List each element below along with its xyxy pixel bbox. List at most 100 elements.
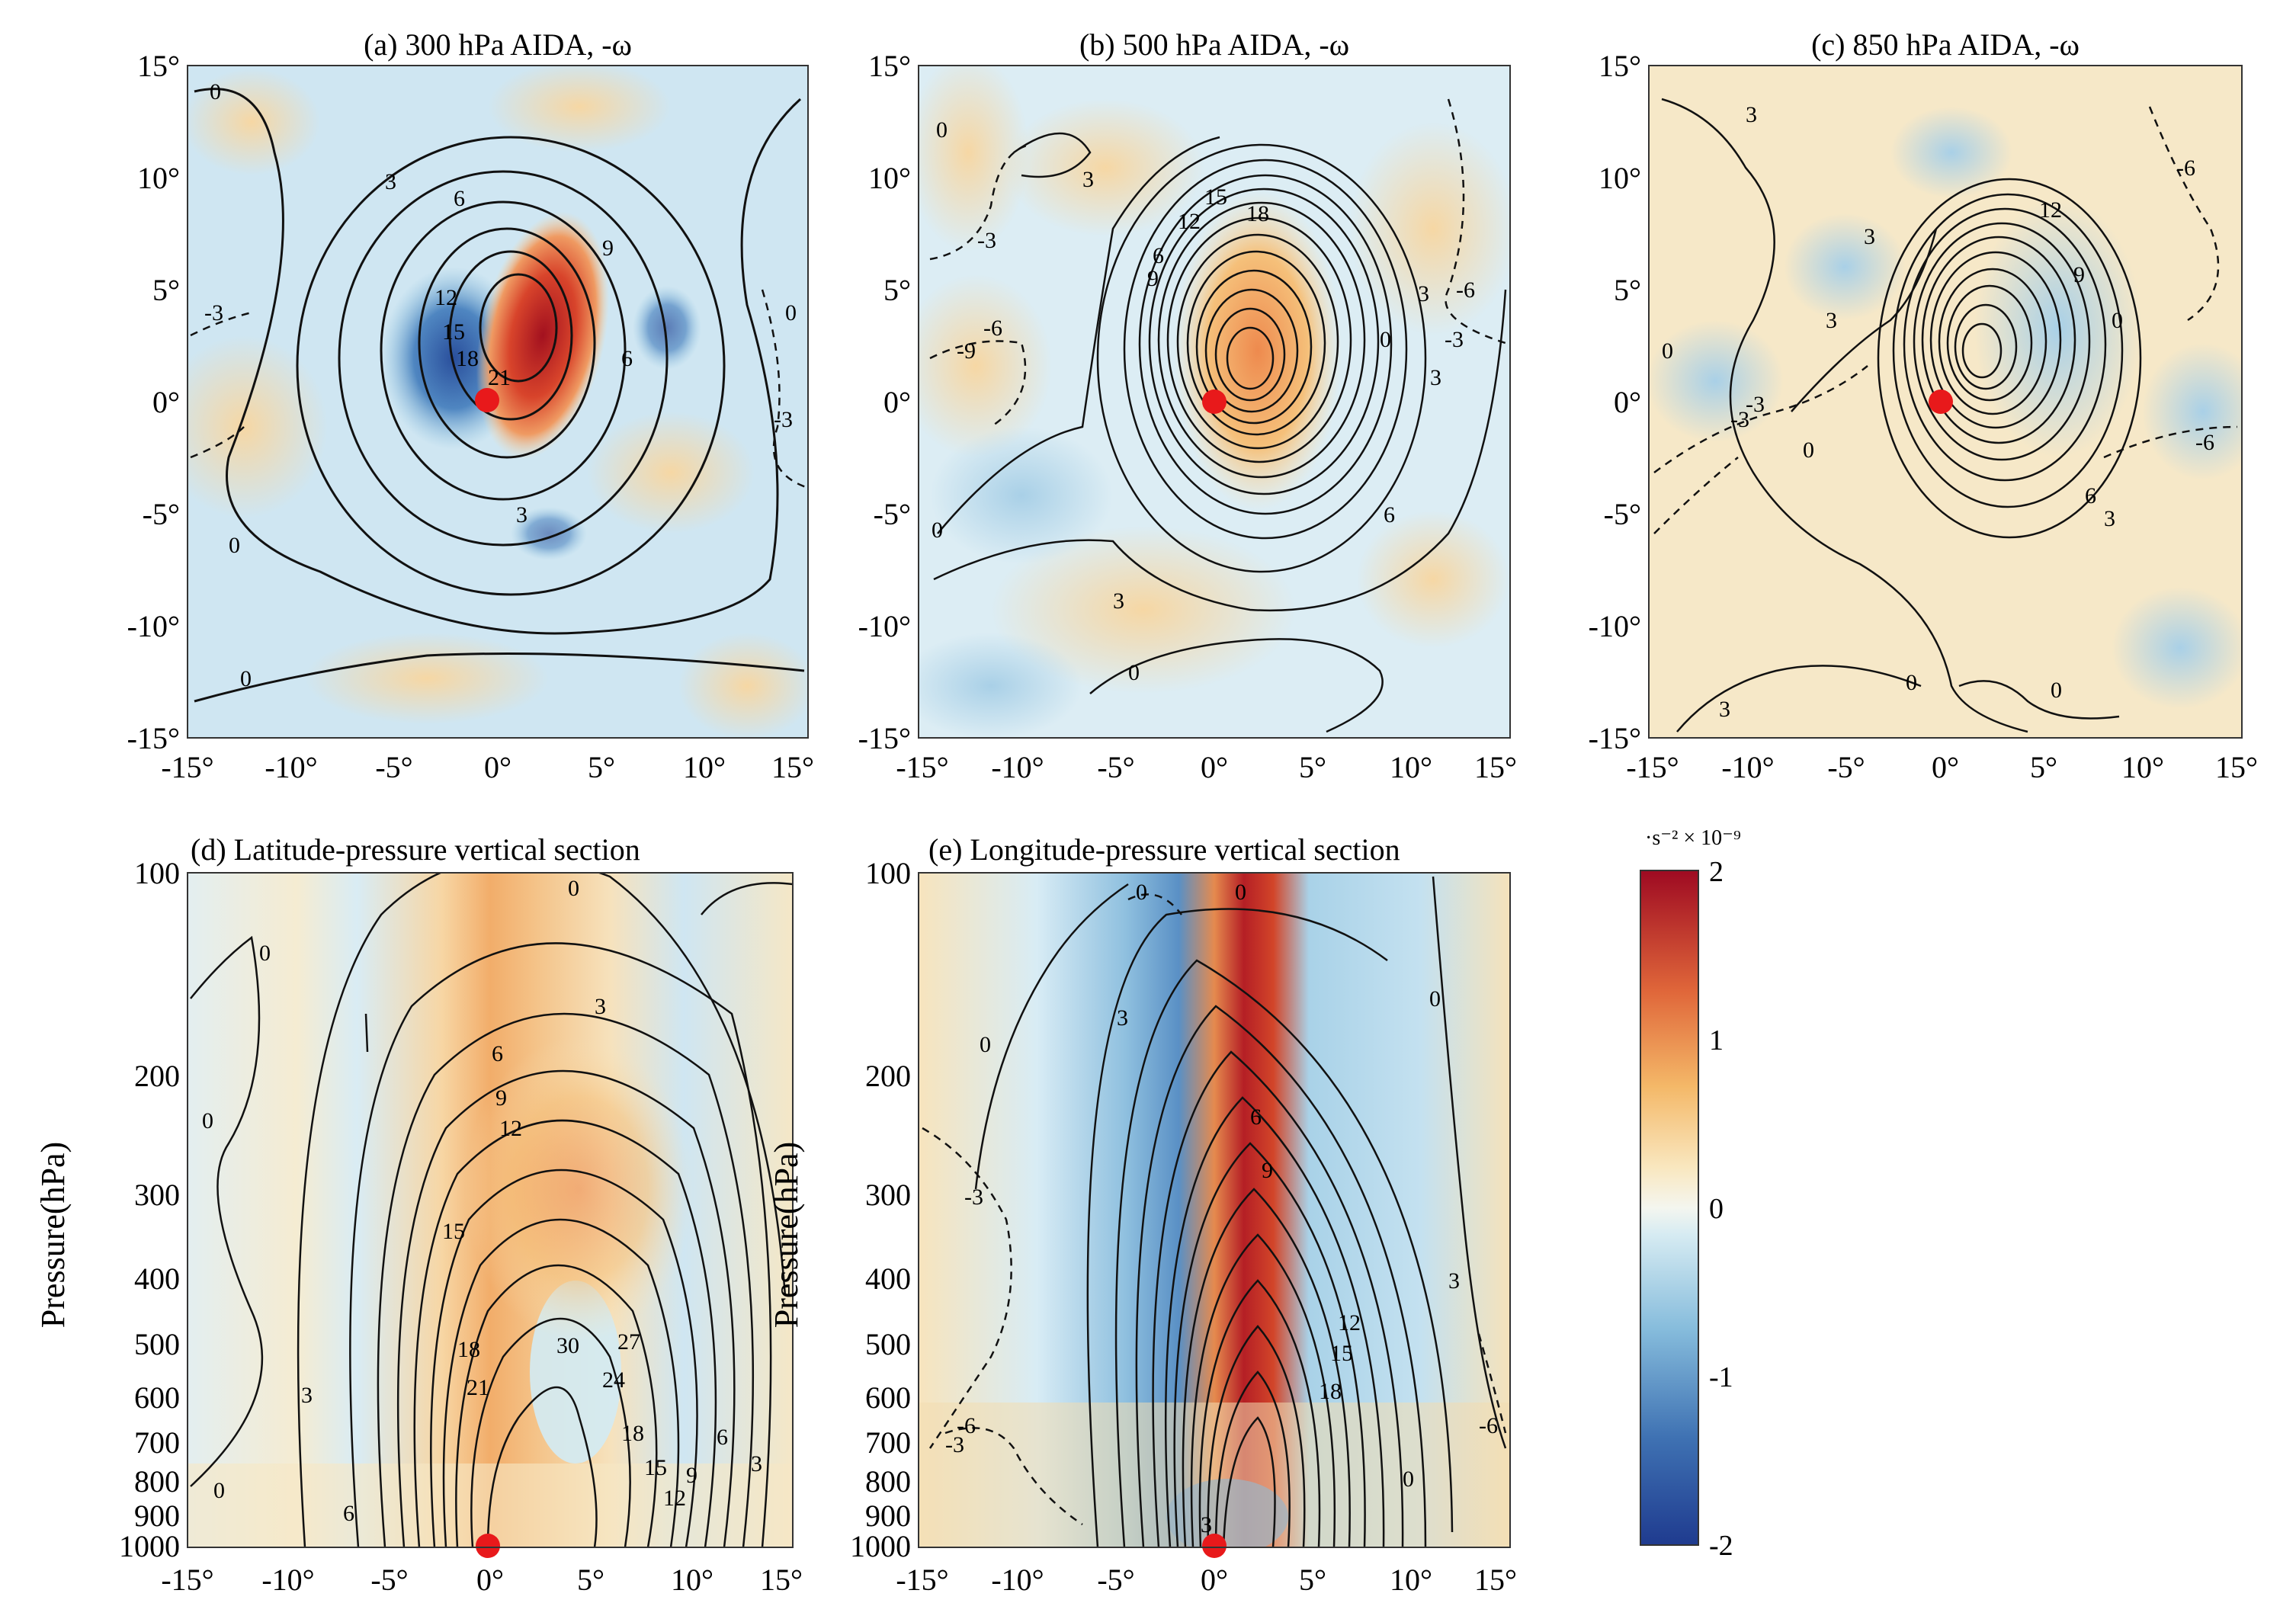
panel-d-contour-label: 9 bbox=[495, 1085, 507, 1111]
panel-d-contour-label: 6 bbox=[343, 1501, 354, 1526]
panel-d-x-tick: -15° bbox=[161, 1563, 213, 1597]
panel-e-contour bbox=[1173, 1142, 1366, 1547]
panel-c-cool-patch bbox=[1890, 107, 2012, 198]
panel-a-warm-patch bbox=[488, 66, 671, 152]
panel-d-x-tick: 10° bbox=[671, 1563, 713, 1597]
panel-c-contour bbox=[1954, 303, 2018, 390]
panel-e-contour-label: 3 bbox=[1117, 1005, 1128, 1031]
panel-b-contour-label: -6 bbox=[983, 316, 1002, 341]
panel-d-contour-label: 18 bbox=[621, 1421, 644, 1446]
panel-d-contour bbox=[364, 1013, 369, 1053]
panel-a-contour-label: 21 bbox=[488, 365, 511, 390]
panel-d-contour bbox=[349, 942, 772, 1547]
panel-b-y-ticks: 15° 10° 5° 0° -5° -10° -15° bbox=[858, 49, 911, 755]
colorbar-unit: ·s⁻² × 10⁻⁹ bbox=[1645, 826, 1741, 850]
panel-d-contour bbox=[377, 1012, 755, 1547]
panel-d-contour-label: 0 bbox=[259, 941, 271, 966]
panel-b-x-tick: 10° bbox=[1390, 750, 1432, 784]
panel-a-contour-label: 6 bbox=[621, 346, 633, 371]
panel-b-contour-label: -3 bbox=[977, 228, 996, 253]
panel-b-contour-label: 0 bbox=[932, 518, 943, 543]
panel-d-contour bbox=[486, 1386, 598, 1547]
panel-e-contour-label: -6 bbox=[1479, 1413, 1498, 1438]
panel-a-center-marker bbox=[475, 388, 499, 412]
panel-d-contour bbox=[297, 873, 787, 1547]
panel-a-contour bbox=[479, 273, 558, 383]
panel-b-contour-label: 0 bbox=[1380, 327, 1391, 352]
panel-b-contour-label: 6 bbox=[1384, 502, 1395, 527]
panel-e-contour bbox=[1182, 1188, 1351, 1547]
panel-e-y-tick: 1000 bbox=[850, 1529, 911, 1563]
panel-b-warm-patch bbox=[1006, 99, 1204, 236]
panel-b-contour bbox=[1204, 288, 1299, 413]
panel-e-surface-core bbox=[1166, 1479, 1288, 1547]
panel-a-y-tick: -5° bbox=[143, 497, 180, 531]
panel-d-y-tick: 200 bbox=[134, 1059, 180, 1093]
panel-a-contour-label: 3 bbox=[516, 502, 528, 527]
panel-d-contour-label: 15 bbox=[442, 1219, 465, 1244]
panel-b-contour-label: 9 bbox=[1147, 266, 1159, 291]
panel-e-y-tick: 400 bbox=[865, 1262, 911, 1296]
panel-b-contour-label: 3 bbox=[1113, 588, 1124, 614]
panel-c-contour bbox=[1653, 457, 1739, 534]
panel-d-x-tick: 15° bbox=[760, 1563, 803, 1597]
panel-a-x-tick: -15° bbox=[161, 750, 213, 784]
panel-d-contour-label: 30 bbox=[556, 1333, 579, 1358]
panel-d-contour-label: 9 bbox=[686, 1463, 697, 1488]
panel-d-warm-lobe bbox=[465, 1037, 694, 1342]
panel-c-contour bbox=[1958, 680, 2120, 720]
panel-b-y-tick: 10° bbox=[868, 161, 911, 195]
panel-b-contour bbox=[929, 340, 1027, 428]
colorbar-tick: 2 bbox=[1709, 856, 1724, 888]
panel-c-contour-label: 6 bbox=[2085, 483, 2096, 508]
panel-a-contour bbox=[761, 289, 808, 489]
panel-e-contour bbox=[1198, 1279, 1321, 1547]
panel-d-x-tick: -10° bbox=[261, 1563, 314, 1597]
panel-e-y-tick: 800 bbox=[865, 1464, 911, 1499]
panel-b-y-tick: -15° bbox=[858, 721, 911, 755]
panel-c-contour bbox=[1921, 236, 2076, 444]
panel-a-contour bbox=[380, 200, 627, 501]
panel-a-contour bbox=[296, 136, 726, 596]
panel-e-y-tick: 200 bbox=[865, 1059, 911, 1093]
panel-d-contour-label: 18 bbox=[457, 1337, 480, 1362]
panel-b-center-marker bbox=[1202, 390, 1227, 414]
panel-c-contour-label: 3 bbox=[1864, 224, 1875, 249]
panel-b-x-tick: -10° bbox=[991, 750, 1044, 784]
panel-b-contour-label: 0 bbox=[1128, 660, 1140, 685]
panel-b-contour-label: -6 bbox=[1456, 277, 1475, 303]
panel-c-contour bbox=[1661, 98, 2028, 733]
panel-e-x-tick: 0° bbox=[1201, 1563, 1228, 1597]
panel-b-dashed-contours bbox=[929, 98, 1506, 428]
panel-e-contour bbox=[1190, 1233, 1336, 1547]
panel-a-x-tick: 5° bbox=[588, 750, 615, 784]
panel-c-y-tick: -5° bbox=[1604, 497, 1641, 531]
panel-d-frame bbox=[187, 872, 794, 1548]
panel-c-contour bbox=[1946, 284, 2033, 402]
colorbar-ticks: 2 1 0 -1 -2 bbox=[1709, 856, 1733, 1562]
panel-e-y-tick: 600 bbox=[865, 1380, 911, 1415]
panel-b-contour-label: 15 bbox=[1204, 184, 1227, 210]
panel-e: (e) Longitude-pressure vertical section … bbox=[768, 832, 1517, 1597]
panel-a-contour-label: 0 bbox=[210, 79, 221, 104]
panel-e-y-ticks: 100 200 300 400 500 600 700 800 900 1000 bbox=[850, 856, 911, 1563]
panel-b-contour bbox=[929, 143, 1030, 261]
panel-c-contour bbox=[2103, 425, 2238, 459]
panel-d-contour-label: 3 bbox=[301, 1383, 313, 1408]
panel-c-cool-patch bbox=[1784, 213, 1906, 320]
panel-b-frame bbox=[918, 65, 1511, 739]
panel-b-warm-patch bbox=[1357, 511, 1509, 648]
panel-e-y-tick: 300 bbox=[865, 1178, 911, 1212]
panel-d: (d) Latitude-pressure vertical section P… bbox=[34, 832, 803, 1597]
panel-c-contour-label: 0 bbox=[1662, 338, 1673, 364]
colorbar-tick: -1 bbox=[1709, 1361, 1733, 1393]
panel-d-contour-label: 15 bbox=[644, 1455, 667, 1480]
panel-e-contour-labels: 0 0 0 0 0 3 3 3 6 9 12 15 18 -3 -3 -6 -6 bbox=[945, 880, 1498, 1537]
panel-c-center-marker bbox=[1929, 390, 1953, 414]
panel-c-contour-label: 0 bbox=[1906, 670, 1917, 695]
panel-a-contour bbox=[190, 426, 245, 459]
panel-b: (b) 500 hPa AIDA, -ω bbox=[858, 27, 1517, 784]
panel-c-x-tick: 10° bbox=[2121, 750, 2164, 784]
panel-e-contour bbox=[1432, 876, 1507, 1449]
panel-c-y-tick: 10° bbox=[1599, 161, 1641, 195]
